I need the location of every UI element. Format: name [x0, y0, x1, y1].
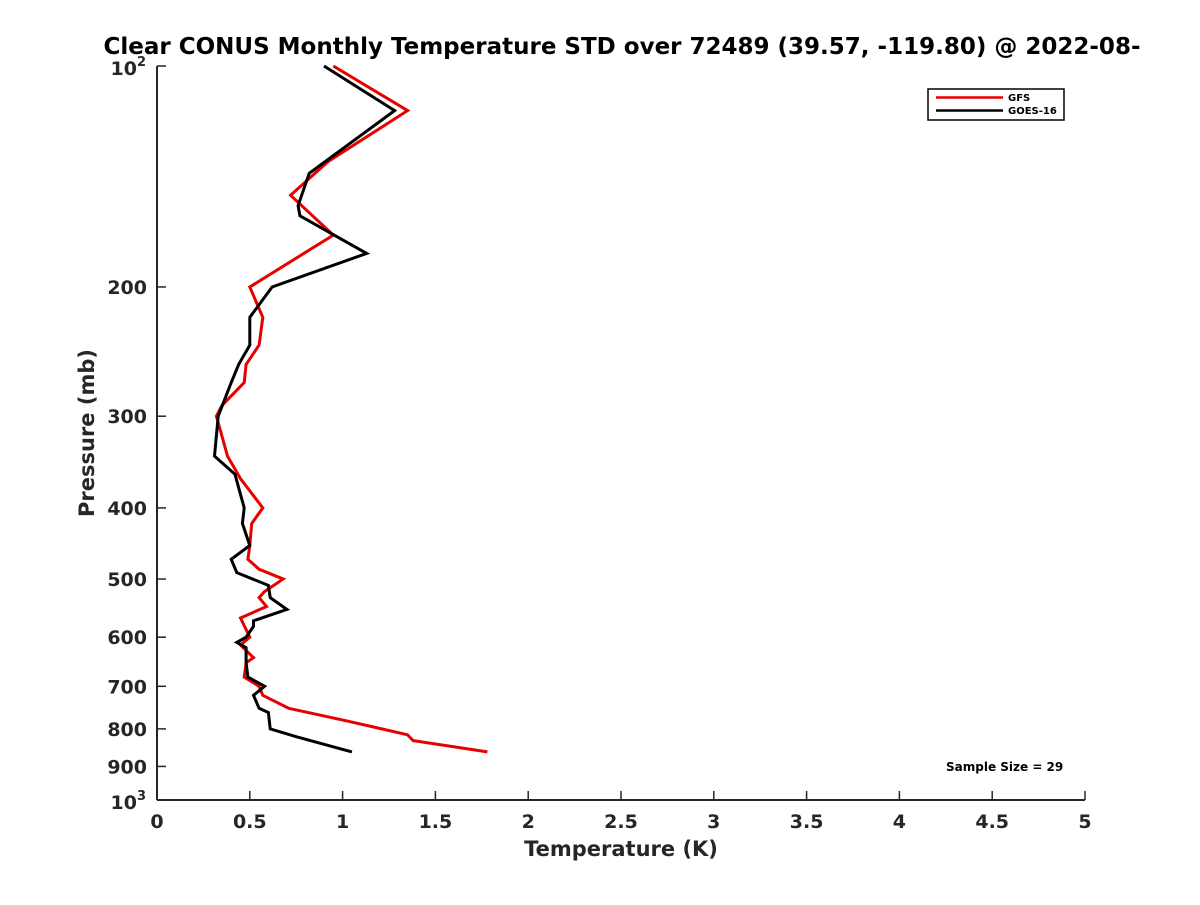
y-tick-label: 200 — [107, 277, 147, 299]
y-tick-label: 900 — [107, 756, 147, 778]
legend: GFS GOES-16 — [927, 88, 1065, 121]
x-tick-label: 0.5 — [233, 811, 267, 833]
x-tick-label: 1 — [336, 811, 349, 833]
y-tick-label: 300 — [107, 406, 147, 428]
series-line-goes16 — [212, 64, 398, 754]
axes: 0 0.5 1 1.5 2 2.5 3 3.5 4 4.5 5 102 200 300 400 500 600 7… — [107, 55, 1091, 833]
y-tick-label: 700 — [107, 676, 147, 698]
y-tick-label: 400 — [107, 498, 147, 520]
x-tick-label: 4.5 — [975, 811, 1009, 833]
x-tick-label: 1.5 — [419, 811, 453, 833]
chart-title: Clear CONUS Monthly Temperature STD over… — [104, 34, 1141, 60]
legend-box — [927, 88, 1065, 121]
legend-label-goes16: GOES-16 — [1008, 106, 1057, 117]
sample-size-annotation: Sample Size = 29 — [946, 760, 1063, 774]
series-layer — [212, 64, 488, 754]
x-tick-label: 0 — [150, 811, 163, 833]
y-tick-label: 600 — [107, 627, 147, 649]
y-tick-label: 800 — [107, 719, 147, 741]
x-tick-label: 3 — [707, 811, 720, 833]
x-axis-label: Temperature (K) — [524, 837, 718, 861]
y-axis-label: Pressure (mb) — [75, 349, 99, 517]
x-tick-label: 4 — [893, 811, 906, 833]
legend-label-gfs: GFS — [1008, 93, 1030, 104]
series-line-gfs — [214, 64, 488, 754]
y-tick-label: 500 — [107, 569, 147, 591]
x-tick-label: 3.5 — [790, 811, 824, 833]
x-tick-label: 2.5 — [604, 811, 638, 833]
x-tick-label: 5 — [1078, 811, 1091, 833]
y-tick-label: 103 — [111, 789, 147, 814]
x-tick-label: 2 — [522, 811, 535, 833]
y-tick-label: 102 — [111, 55, 147, 80]
